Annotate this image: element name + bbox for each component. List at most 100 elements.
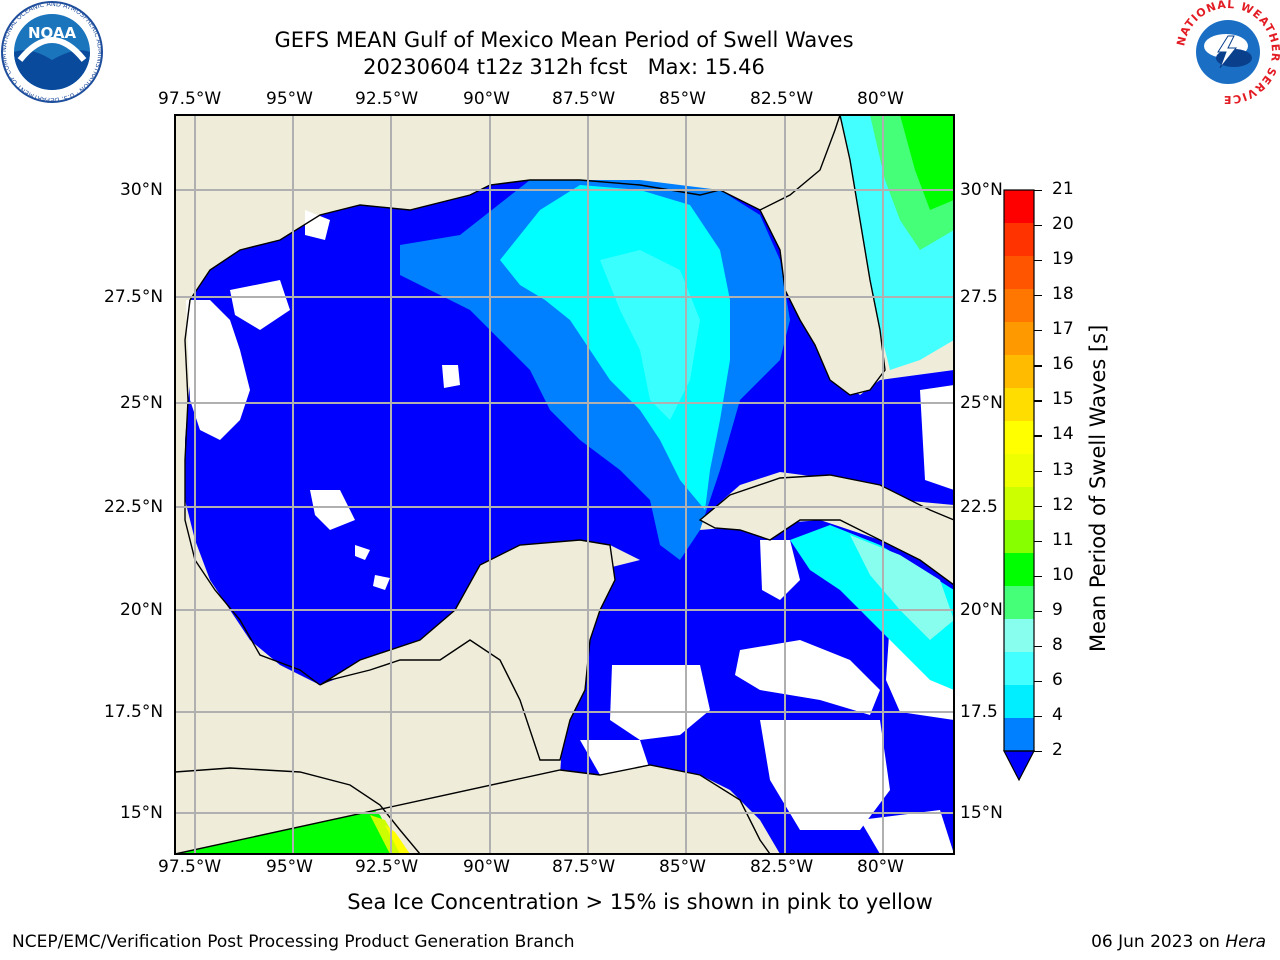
colorbar-tick-mark <box>1034 435 1042 437</box>
colorbar-tick-mark <box>1034 330 1042 332</box>
colorbar-tick-label: 9 <box>1052 599 1063 620</box>
colorbar-tick-mark <box>1034 540 1042 542</box>
lat-label-left: 27.5°N <box>104 287 164 307</box>
lon-label-top: 85°W <box>659 89 706 109</box>
footer-branch: NCEP/EMC/Verification Post Processing Pr… <box>12 932 575 952</box>
lon-label-top: 80°W <box>857 89 904 109</box>
lon-label-bottom: 82.5°W <box>750 857 814 877</box>
lon-label-top: 82.5°W <box>750 89 814 109</box>
colorbar-tick-label: 19 <box>1052 249 1074 270</box>
chart-title: GEFS MEAN Gulf of Mexico Mean Period of … <box>274 28 854 52</box>
colorbar-tick-label: 13 <box>1052 459 1074 480</box>
lat-label-right: 17.5 <box>960 702 998 722</box>
us-coastline <box>189 179 761 301</box>
colorbar-tick-mark <box>1034 751 1042 753</box>
caribbean-swell-band-high <box>850 535 954 640</box>
lat-label-right: 25°N <box>960 393 1003 413</box>
lat-label-right: 20°N <box>960 600 1003 620</box>
colorbar-tick-mark <box>1034 505 1042 507</box>
lon-label-bottom: 80°W <box>857 857 904 877</box>
lat-label-right: 22.5 <box>960 497 998 517</box>
colorbar-segment <box>1004 190 1034 224</box>
colorbar-tick-mark <box>1034 365 1042 367</box>
footer-date: 06 Jun 2023 on Hera <box>1091 932 1266 952</box>
colorbar <box>1003 189 1035 782</box>
colorbar-tick-label: 14 <box>1052 424 1074 445</box>
colorbar-tick-mark <box>1034 225 1042 227</box>
colorbar-segment <box>1004 487 1034 521</box>
lat-label-right: 15°N <box>960 803 1003 823</box>
colorbar-tick-label: 21 <box>1052 179 1074 199</box>
swell-band-4-6-inner <box>600 250 700 420</box>
colorbar-tick-label: 6 <box>1052 669 1063 690</box>
colorbar-tick-mark <box>1034 715 1042 718</box>
lon-label-bottom: 95°W <box>266 857 313 877</box>
colorbar-tick-label: 12 <box>1052 494 1074 515</box>
colorbar-title: Mean Period of Swell Waves [s] <box>1086 324 1110 652</box>
colorbar-tick-label: 2 <box>1052 740 1063 760</box>
colorbar-tick-mark <box>1034 400 1042 402</box>
colorbar-tick-label: 8 <box>1052 634 1063 655</box>
lat-label-left: 15°N <box>120 803 163 823</box>
colorbar-segment <box>1004 355 1034 389</box>
colorbar-extend-arrow <box>1003 750 1035 782</box>
colorbar-tick-label: 4 <box>1052 704 1063 725</box>
lat-label-left: 25°N <box>120 393 163 413</box>
footer-date-text: 06 Jun 2023 on <box>1091 932 1226 952</box>
footer-machine: Hera <box>1225 932 1266 952</box>
lon-label-bottom: 87.5°W <box>552 857 616 877</box>
colorbar-segment <box>1004 421 1034 455</box>
nws-logo: NATIONAL WEATHER SERVICE <box>1174 0 1280 106</box>
lat-label-left: 30°N <box>120 180 163 200</box>
central-america-land <box>175 764 771 854</box>
colorbar-segment <box>1004 223 1034 257</box>
cuba-land <box>698 474 954 586</box>
colorbar-tick-mark <box>1034 295 1042 297</box>
lat-label-left: 22.5°N <box>104 497 164 517</box>
lat-label-right: 30°N <box>960 180 1003 200</box>
lon-label-top: 87.5°W <box>552 89 616 109</box>
lon-label-bottom: 90°W <box>463 857 510 877</box>
lon-label-bottom: 92.5°W <box>355 857 419 877</box>
colorbar-segment <box>1004 322 1034 356</box>
colorbar-tick-label: 11 <box>1052 529 1074 550</box>
colorbar-tick-label: 17 <box>1052 319 1074 340</box>
colorbar-segment <box>1004 685 1034 719</box>
colorbar-tick-label: 15 <box>1052 389 1074 410</box>
colorbar-tick-label: 18 <box>1052 284 1074 305</box>
chart-subtitle: 20230604 t12z 312h fcst Max: 15.46 <box>363 55 765 79</box>
lon-label-bottom: 97.5°W <box>158 857 222 877</box>
lon-label-top: 97.5°W <box>158 89 222 109</box>
colorbar-tick-mark <box>1034 260 1042 262</box>
atlantic-swell-highest <box>900 115 954 210</box>
colorbar-tick-mark <box>1034 680 1042 683</box>
lon-label-top: 92.5°W <box>355 89 419 109</box>
lat-label-right: 27.5 <box>960 287 998 307</box>
colorbar-tick-mark <box>1034 645 1042 647</box>
lon-label-top: 95°W <box>266 89 313 109</box>
colorbar-tick-mark <box>1034 470 1042 472</box>
lat-label-left: 17.5°N <box>104 702 164 722</box>
sea-ice-note: Sea Ice Concentration > 15% is shown in … <box>347 890 933 914</box>
lat-label-left: 20°N <box>120 600 163 620</box>
map-frame <box>174 114 955 855</box>
colorbar-segment <box>1004 388 1034 422</box>
colorbar-tick-label: 20 <box>1052 214 1074 235</box>
no-data-patches <box>186 210 954 854</box>
colorbar-segment <box>1004 652 1034 686</box>
noaa-logo-text: NOAA <box>28 24 77 42</box>
colorbar-tick-label: 10 <box>1052 564 1074 585</box>
colorbar-tick-mark <box>1034 610 1042 612</box>
yucatan-land <box>319 539 616 761</box>
colorbar-segment <box>1004 586 1034 620</box>
colorbar-segment <box>1004 718 1034 752</box>
colorbar-tick-mark <box>1034 575 1042 577</box>
lon-label-bottom: 85°W <box>659 857 706 877</box>
colorbar-segment <box>1004 289 1034 323</box>
colorbar-segment <box>1004 256 1034 290</box>
colorbar-tick-mark <box>1034 190 1042 192</box>
colorbar-tick-label: 16 <box>1052 354 1074 375</box>
noaa-logo: NATIONAL OCEANIC AND ATMOSPHERIC ADMINIS… <box>0 0 104 104</box>
colorbar-segment <box>1004 553 1034 587</box>
